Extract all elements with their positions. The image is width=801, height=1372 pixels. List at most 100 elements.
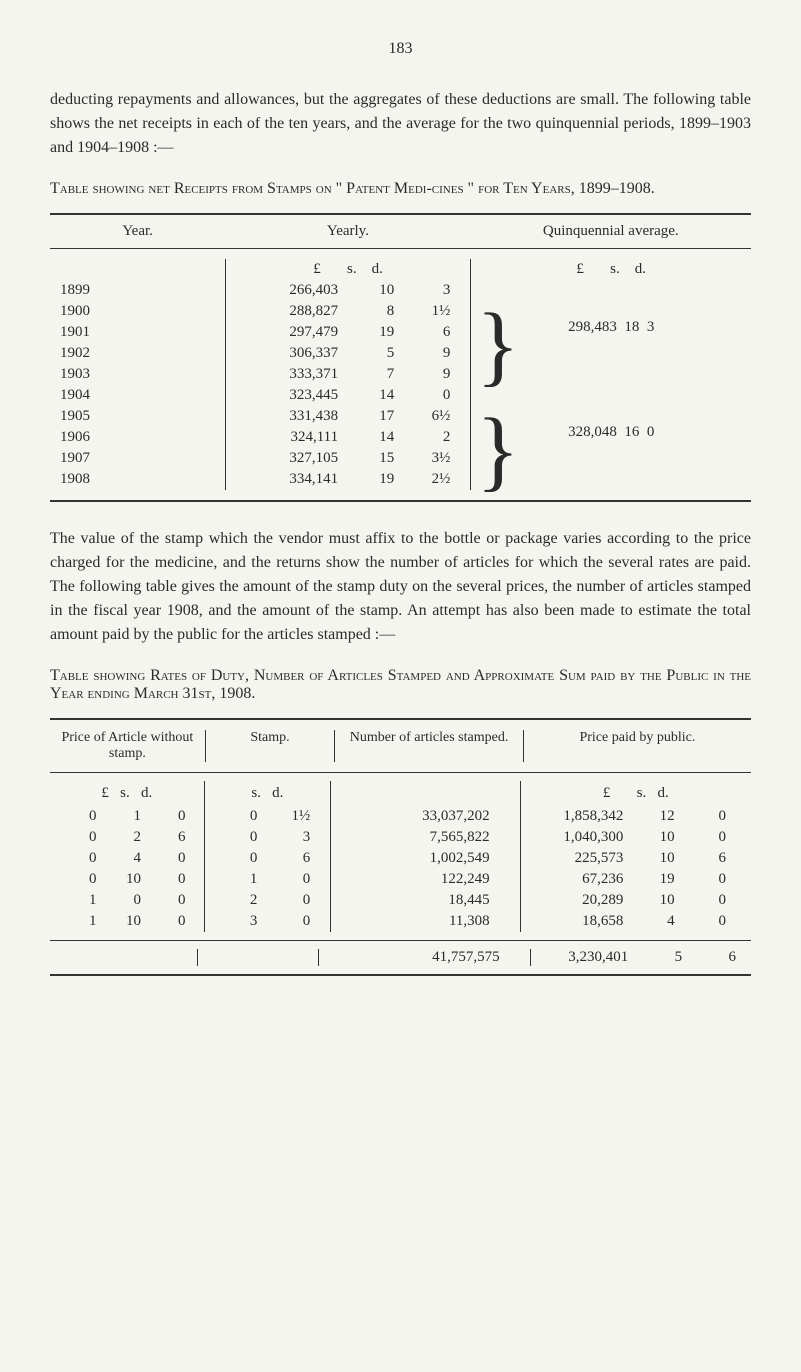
table-row: 20,289100 [521, 890, 751, 911]
cell: 0 [215, 808, 268, 825]
cell: 3 [215, 913, 268, 930]
table-row: 010 [50, 806, 204, 827]
cell: 288,827 [236, 303, 343, 320]
cell: 1 [60, 913, 105, 930]
cell: 0 [60, 850, 105, 867]
table1-row: 333,37179 [226, 364, 471, 385]
cell: 0 [647, 424, 655, 440]
cell: 1½ [399, 303, 460, 320]
table-row: 18,65840 [521, 911, 751, 932]
cell: 0 [680, 892, 741, 909]
cell: 3½ [399, 450, 460, 467]
cell: 0 [105, 892, 150, 909]
total-num: 41,757,575 [318, 949, 529, 966]
table1-row: 331,438176½ [226, 406, 471, 427]
table-row: 1,002,549 [331, 848, 519, 869]
table1-year: 1906 [50, 427, 225, 448]
table2-num-column: 33,037,202 7,565,822 1,002,549 122,249 1… [330, 781, 519, 932]
avg-value-1: 298,483 18 3 [471, 319, 751, 336]
table-row: 10 [205, 869, 331, 890]
cell: 328,048 [568, 424, 617, 440]
cell: 9 [399, 345, 460, 362]
cell: 18,658 [531, 913, 629, 930]
cell: 1 [215, 871, 268, 888]
cell: 0 [680, 829, 741, 846]
intro-paragraph: deducting repayments and allowances, but… [50, 88, 751, 160]
cell: 0 [215, 850, 268, 867]
table1-row: 324,111142 [226, 427, 471, 448]
cell: 6 [680, 850, 741, 867]
cell: 3,230,401 [531, 949, 634, 966]
table2-price-column: £ s. d. 010 026 040 0100 100 1100 [50, 781, 204, 932]
cell: 12 [628, 808, 679, 825]
table-row: 7,565,822 [331, 827, 519, 848]
table-row: 33,037,202 [331, 806, 519, 827]
table2-header-num: Number of articles stamped. [334, 730, 523, 762]
table1-row: 334,141192½ [226, 469, 471, 490]
shillings-label: s. [120, 785, 130, 801]
cell: 0 [149, 913, 194, 930]
cell: 10 [343, 282, 399, 299]
cell: 0 [60, 808, 105, 825]
cell: 7 [343, 366, 399, 383]
cell: 4 [105, 850, 150, 867]
cell: 0 [149, 850, 194, 867]
cell: 5 [343, 345, 399, 362]
cell: 3 [647, 319, 655, 335]
avg-value-2: 328,048 16 0 [471, 424, 751, 441]
cell: 0 [60, 871, 105, 888]
table1: Year. Yearly. Quinquennial average. 1899… [50, 213, 751, 502]
table1-header-year: Year. [50, 223, 225, 240]
table1-header-yearly: Yearly. [225, 223, 470, 240]
cell: 3 [267, 829, 320, 846]
table1-year: 1908 [50, 469, 225, 490]
table-row: 03 [205, 827, 331, 848]
cell: 6 [687, 949, 751, 966]
mid-paragraph: The value of the stamp which the vendor … [50, 527, 751, 647]
cell: 6 [399, 324, 460, 341]
cell: 266,403 [236, 282, 343, 299]
cell: 0 [399, 387, 460, 404]
table-row: 1100 [50, 911, 204, 932]
pounds-label: £ [101, 785, 109, 801]
pence-label: d. [372, 261, 383, 277]
cell: 19 [343, 471, 399, 488]
table2-paid-column: £ s. d. 1,858,342120 1,040,300100 225,57… [520, 781, 751, 932]
table2-header-price: Price of Article without stamp. [50, 730, 205, 762]
table1-title: Table showing net Receipts from Stamps o… [50, 180, 751, 198]
cell: 1 [105, 808, 150, 825]
table-row: 225,573106 [521, 848, 751, 869]
table-row: 1,858,342120 [521, 806, 751, 827]
cell: 0 [267, 892, 320, 909]
cell: 225,573 [531, 850, 629, 867]
currency-header: £ s. d. [226, 259, 471, 280]
table2-header-paid: Price paid by public. [523, 730, 751, 762]
cell: 6 [149, 829, 194, 846]
cell: 323,445 [236, 387, 343, 404]
cell: 0 [680, 871, 741, 888]
page-number: 183 [50, 40, 751, 58]
table1-row: 297,479196 [226, 322, 471, 343]
cell: 10 [628, 850, 679, 867]
cell: 0 [149, 871, 194, 888]
cell: 0 [267, 871, 320, 888]
table1-avg-column: £ s. d. } 298,483 18 3 } 328,048 16 0 [471, 259, 751, 490]
table-row: 67,236190 [521, 869, 751, 890]
cell: 2 [399, 429, 460, 446]
cell: 3 [399, 282, 460, 299]
shillings-label: s. [637, 785, 647, 801]
table2-stamp-column: s. d. 01½ 03 06 10 20 30 [204, 781, 331, 932]
cell: 0 [60, 829, 105, 846]
cell: 334,141 [236, 471, 343, 488]
table-row: 30 [205, 911, 331, 932]
table1-row: 306,33759 [226, 343, 471, 364]
table-row: 01½ [205, 806, 331, 827]
cell: 333,371 [236, 366, 343, 383]
table1-header-avg: Quinquennial average. [471, 223, 751, 240]
cell: 20,289 [531, 892, 629, 909]
currency-header: £ s. d. [50, 781, 204, 806]
cell: 324,111 [236, 429, 343, 446]
currency-header: £ s. d. [521, 781, 751, 806]
cell: 0 [680, 913, 741, 930]
cell: 4 [628, 913, 679, 930]
